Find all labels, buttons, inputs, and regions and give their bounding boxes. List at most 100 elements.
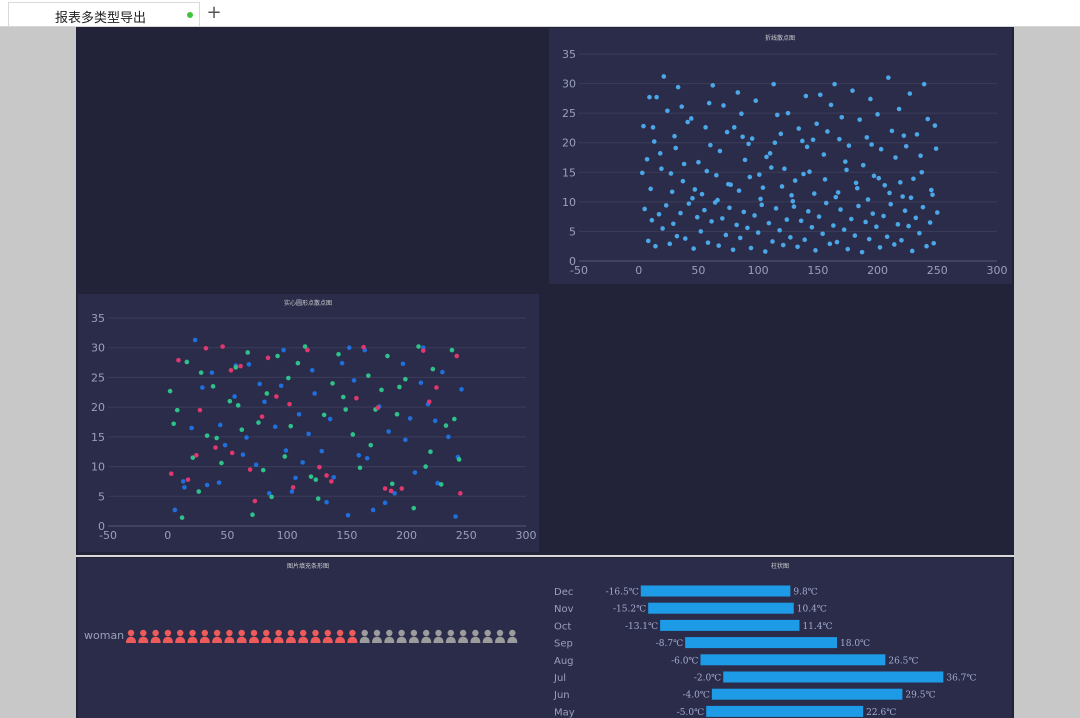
scatter-point [233, 365, 239, 370]
scatter-point [803, 93, 809, 99]
person-icon [482, 629, 493, 643]
x-tick-label: 200 [396, 529, 417, 542]
scatter-point [822, 177, 828, 182]
scatter-point [194, 452, 199, 458]
scatter-point [665, 108, 670, 114]
scatter-point [877, 245, 883, 250]
scatter-point [272, 424, 278, 430]
scatter-point [456, 457, 462, 462]
scatter-point [650, 125, 656, 130]
scatter-point [663, 203, 669, 208]
category-label: Sep [554, 639, 573, 650]
scatter-point [887, 190, 892, 196]
x-tick-label: 150 [807, 264, 828, 277]
scatter-point [293, 475, 298, 481]
scatter-point [796, 126, 802, 131]
y-tick-label: 30 [562, 78, 576, 91]
scatter-point [282, 454, 288, 459]
scatter-point [287, 401, 292, 407]
scatter-point [878, 146, 884, 152]
scatter-point [730, 247, 736, 253]
scatter-point [446, 434, 451, 440]
status-dot-icon [187, 12, 193, 18]
x-tick-label: -50 [570, 264, 588, 277]
scatter-point [659, 166, 664, 172]
scatter-point [691, 246, 696, 251]
scatter-point [300, 460, 305, 465]
scatter-point [853, 180, 859, 186]
scatter-point [820, 231, 825, 237]
y-tick-label: 0 [569, 255, 576, 268]
scatter-point [426, 399, 432, 405]
min-value-label: -5.0℃ [677, 708, 704, 718]
scatter-point [345, 513, 351, 518]
scatter-point [685, 119, 690, 125]
scatter-point [171, 421, 176, 427]
person-icon [224, 629, 235, 643]
scatter-point [755, 230, 761, 235]
scatter-point [759, 202, 765, 208]
scatter-point [216, 480, 222, 485]
scatter-point [459, 387, 464, 392]
scatter-point [703, 125, 708, 130]
tab-report-export[interactable]: 报表多类型导出 [8, 2, 200, 26]
scatter-point [185, 477, 191, 482]
person-icon [470, 629, 481, 643]
scatter-point [814, 121, 819, 127]
category-label: Aug [554, 656, 574, 667]
scatter-point [791, 204, 797, 209]
category-label: Dec [554, 587, 573, 598]
scatter-point [919, 169, 925, 175]
scatter-point [850, 88, 855, 93]
scatter-point [735, 90, 741, 95]
max-value-label: 18.0℃ [840, 639, 870, 649]
x-tick-label: 200 [867, 264, 888, 277]
person-icon [126, 629, 136, 643]
scatter-point [844, 167, 849, 173]
add-tab-button[interactable]: + [206, 2, 222, 23]
scatter-point [412, 470, 418, 475]
scatter-point [832, 81, 837, 87]
person-icon [347, 629, 358, 643]
scatter-point [736, 188, 742, 193]
scatter-point [856, 203, 861, 209]
y-tick-label: 20 [91, 401, 105, 414]
scatter-point [870, 211, 876, 216]
scatter-point [250, 512, 255, 518]
scatter-point [927, 220, 933, 225]
scatter-point [428, 449, 433, 455]
scatter-point [690, 196, 695, 201]
scatter-point [920, 204, 926, 210]
scatter-point [290, 485, 296, 490]
scatter-point [760, 185, 766, 190]
scatter-point [361, 344, 366, 350]
scatter-point [269, 494, 274, 500]
dashboard-canvas: 折线散点图 0 5 10 15 20 25 30 35 -50 0 50 100 150 200 250 30… [76, 27, 1014, 718]
scatter-point [682, 236, 688, 241]
scatter-point [924, 243, 929, 249]
y-tick-label: 25 [91, 371, 105, 384]
scatter-point [651, 139, 657, 144]
scatter-point [168, 471, 174, 477]
scatter-point [709, 219, 714, 224]
scatter-point [780, 242, 786, 248]
scatter-point [801, 171, 806, 177]
scatter-point [896, 106, 902, 112]
scatter-point [810, 137, 816, 143]
scatter-point [435, 480, 440, 486]
scatter-point [418, 380, 424, 386]
scatter-point [694, 214, 700, 220]
scatter-point [657, 151, 663, 156]
scatter-point [704, 168, 710, 174]
scatter-point [438, 482, 444, 487]
scatter-point [723, 232, 729, 238]
scatter-point [339, 360, 345, 366]
scatter-point [806, 209, 811, 214]
scatter-point [350, 432, 356, 437]
person-icon [212, 629, 223, 643]
scatter-point [857, 117, 862, 122]
scatter-point [641, 123, 646, 129]
y-tick-label: 10 [91, 461, 105, 474]
scatter-point [749, 136, 755, 141]
